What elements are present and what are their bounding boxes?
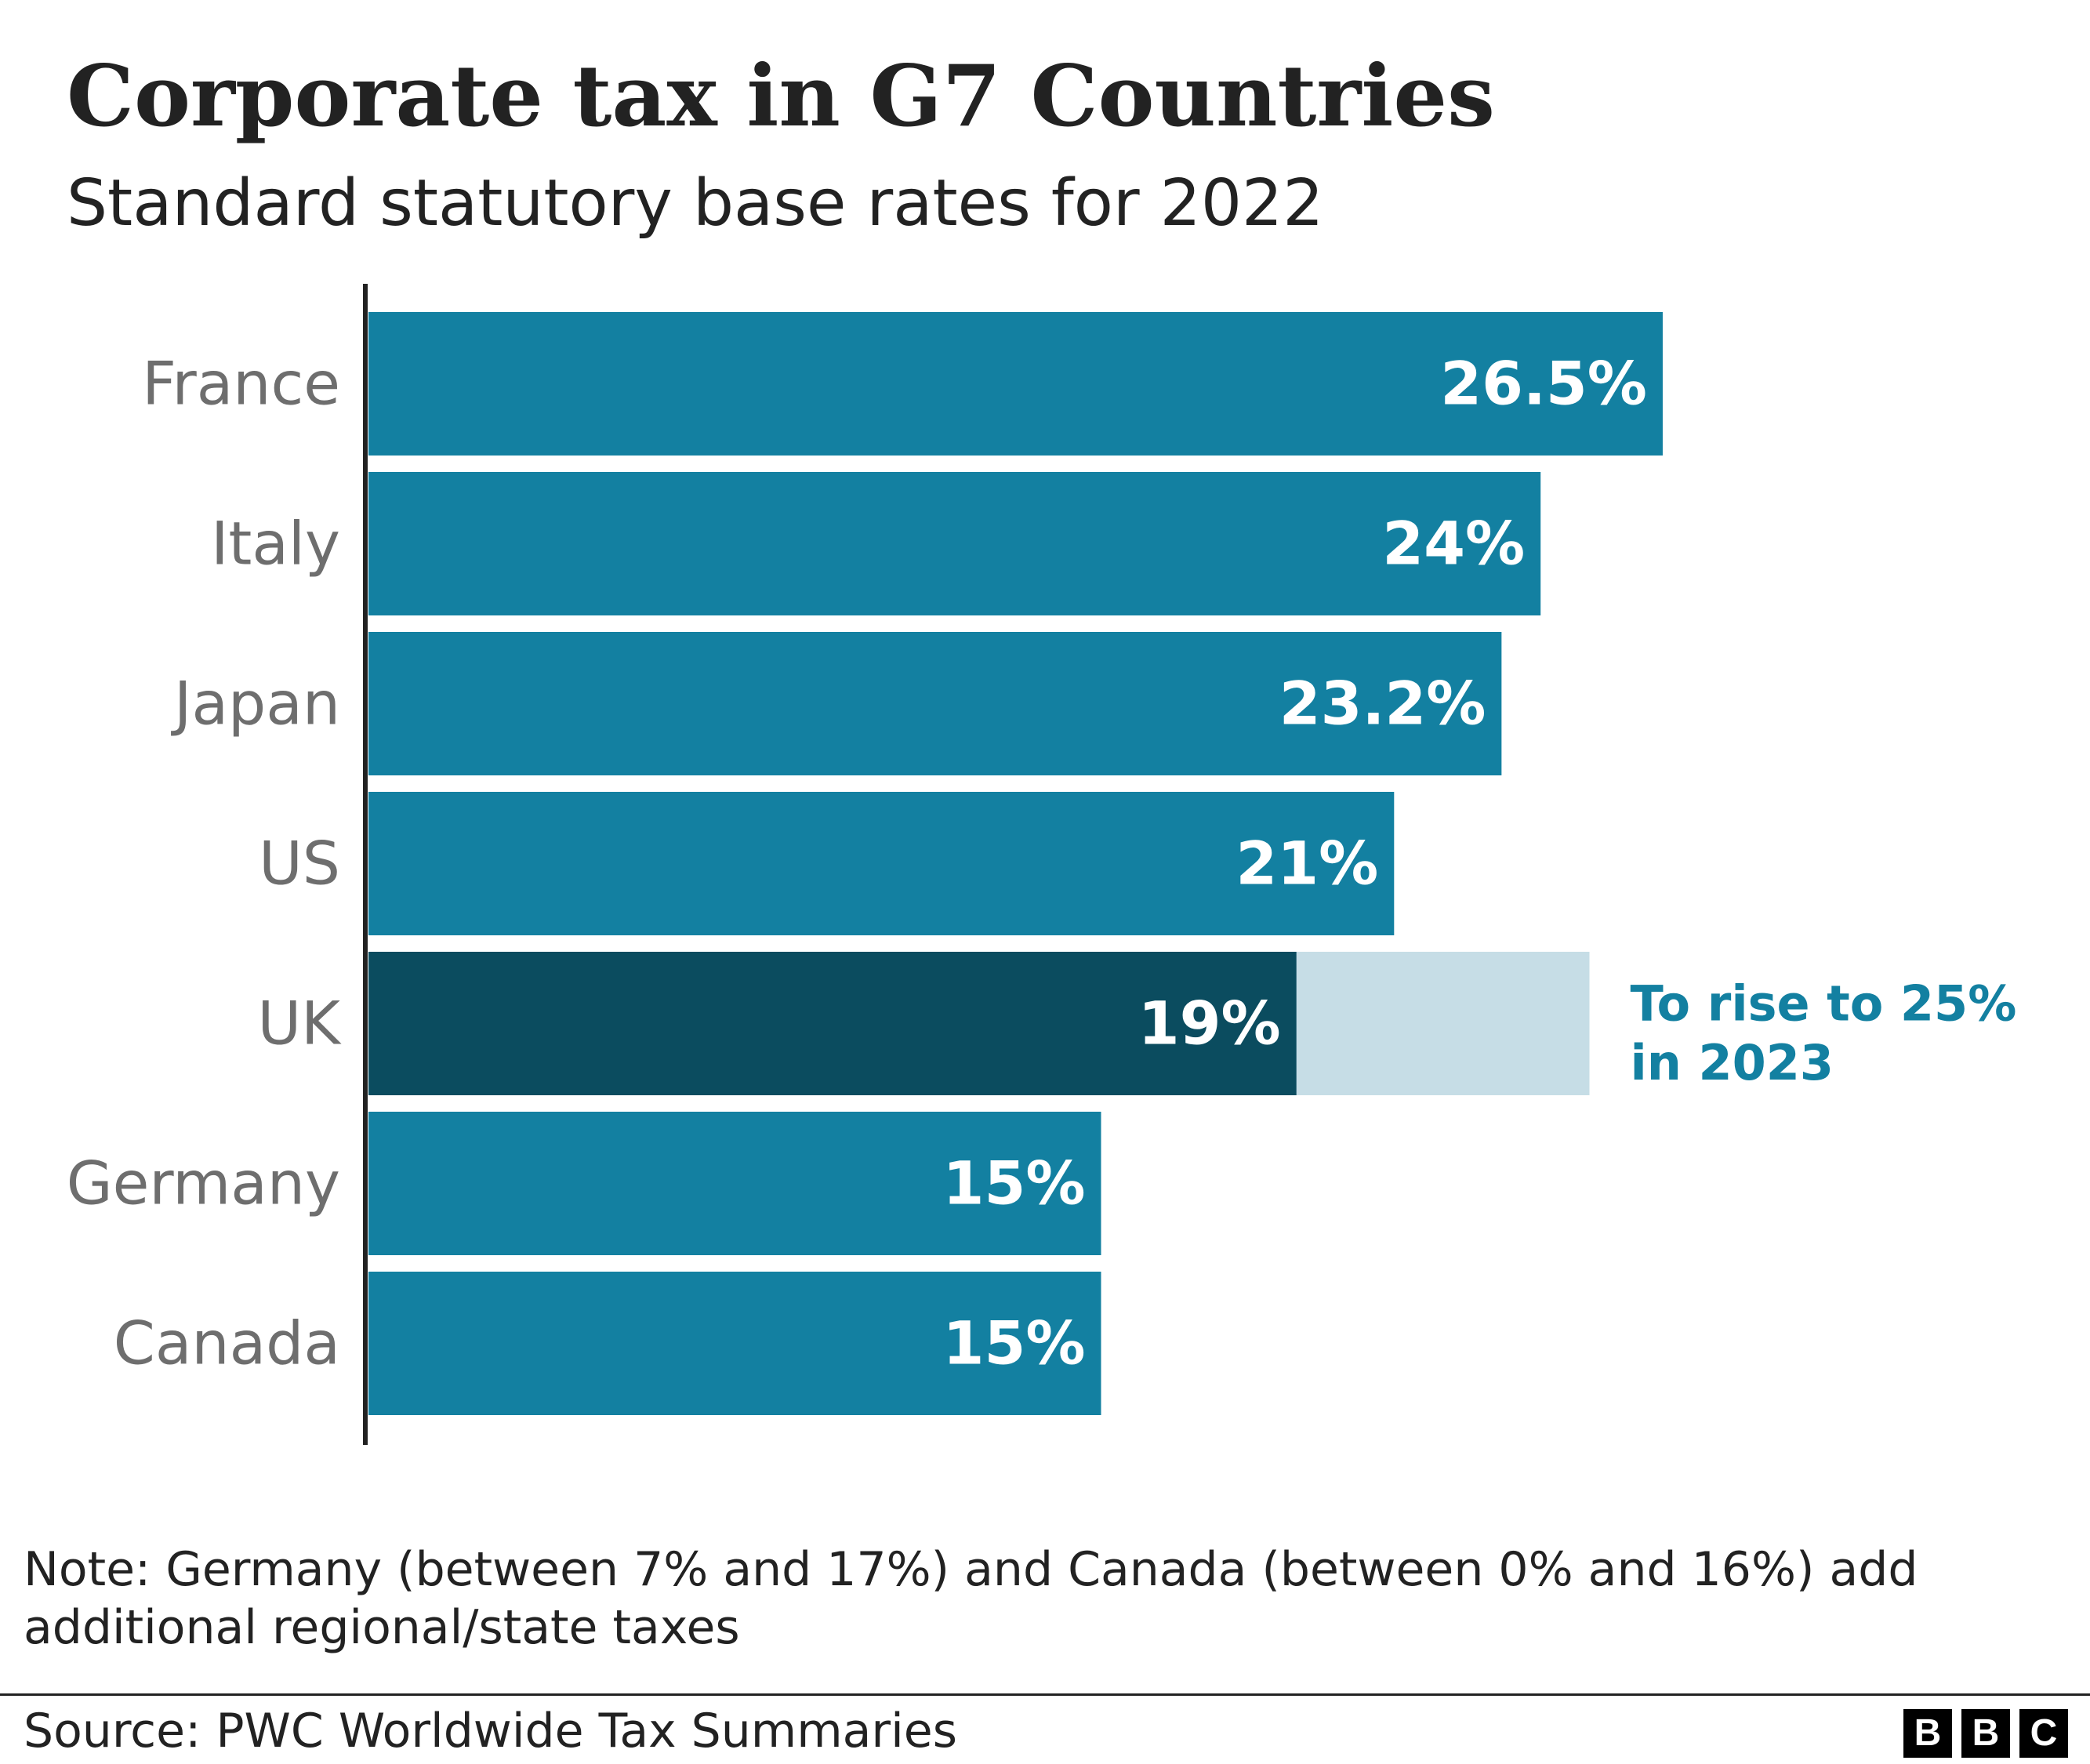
category-label: Germany [67,1149,340,1218]
data-label: 23.2% [1279,669,1486,739]
projection-annotation: To rise to 25% in 2023 [1631,975,2017,1092]
bar-italy [368,472,1541,615]
source-credit: Source: PWC Worldwide Tax Summaries [24,1704,957,1759]
chart-note: Note: Germany (between 7% and 17%) and C… [24,1542,1918,1655]
projection-annotation-line: in 2023 [1631,1034,1834,1091]
category-label: US [259,829,340,898]
bar-chart: 26.5% France 24% Italy 23.2% Japan 21% US To ris… [67,284,2017,1445]
projection-annotation-line: To rise to 25% [1631,975,2017,1033]
bar-us [368,792,1395,935]
data-label: 15% [943,1149,1086,1218]
data-label: 19% [1138,989,1281,1058]
bar-france [368,312,1663,456]
bar-canada [368,1272,1101,1415]
data-label: 26.5% [1440,349,1647,419]
chart-title: Corporate tax in G7 Countries [67,47,1495,146]
bbc-logo: B B C [1903,1709,2068,1758]
data-label: 24% [1382,509,1525,579]
category-label: France [142,349,340,419]
category-label: UK [258,989,343,1058]
footer-divider [0,1693,2090,1696]
bar-japan [368,632,1502,775]
chart-subtitle: Standard statutory base rates for 2022 [67,166,1324,241]
bar-uk [368,952,1297,1095]
data-label: 15% [943,1308,1086,1378]
category-label: Canada [114,1308,340,1378]
category-label: Japan [171,669,340,739]
category-label: Italy [211,509,340,579]
logo-letter: B [1903,1709,1952,1758]
logo-letter: C [2019,1709,2068,1758]
data-label: 21% [1235,829,1378,898]
logo-letter: B [1961,1709,2010,1758]
bar-germany [368,1112,1101,1255]
